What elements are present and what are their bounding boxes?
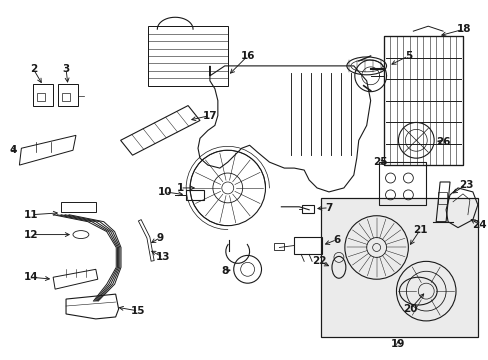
Bar bbox=[383, 36, 462, 165]
Text: 20: 20 bbox=[402, 304, 417, 314]
Text: 14: 14 bbox=[24, 272, 39, 282]
Text: 11: 11 bbox=[24, 210, 39, 220]
Text: 15: 15 bbox=[131, 306, 145, 316]
Text: 18: 18 bbox=[456, 24, 470, 34]
Bar bbox=[274, 243, 284, 251]
Text: 5: 5 bbox=[404, 51, 411, 61]
Text: 17: 17 bbox=[202, 111, 217, 121]
Text: 25: 25 bbox=[372, 157, 387, 167]
Bar bbox=[302, 205, 313, 213]
Text: 9: 9 bbox=[157, 233, 163, 243]
Bar bbox=[37, 93, 45, 100]
Bar bbox=[33, 84, 53, 105]
Bar bbox=[61, 202, 96, 212]
Text: 8: 8 bbox=[221, 266, 228, 276]
Text: 13: 13 bbox=[156, 252, 170, 262]
Bar bbox=[186, 190, 203, 200]
Text: 4: 4 bbox=[10, 145, 17, 155]
Text: 3: 3 bbox=[62, 64, 69, 74]
Text: 12: 12 bbox=[24, 230, 39, 239]
Bar bbox=[378, 162, 426, 205]
Text: 10: 10 bbox=[158, 187, 172, 197]
Bar bbox=[383, 36, 462, 165]
Text: 2: 2 bbox=[30, 64, 37, 74]
FancyBboxPatch shape bbox=[321, 198, 477, 337]
Text: 22: 22 bbox=[311, 256, 325, 266]
Text: 26: 26 bbox=[435, 137, 449, 147]
Text: 21: 21 bbox=[412, 225, 427, 235]
Text: 19: 19 bbox=[390, 339, 405, 349]
Bar bbox=[148, 26, 227, 86]
Text: 6: 6 bbox=[333, 234, 340, 244]
Bar bbox=[62, 93, 70, 100]
Text: 24: 24 bbox=[471, 220, 486, 230]
Text: 1: 1 bbox=[176, 183, 183, 193]
Bar bbox=[437, 192, 446, 204]
Bar bbox=[58, 84, 78, 105]
Text: 7: 7 bbox=[325, 203, 332, 213]
Text: 16: 16 bbox=[240, 51, 254, 61]
Bar bbox=[294, 237, 322, 255]
Text: 23: 23 bbox=[458, 180, 472, 190]
